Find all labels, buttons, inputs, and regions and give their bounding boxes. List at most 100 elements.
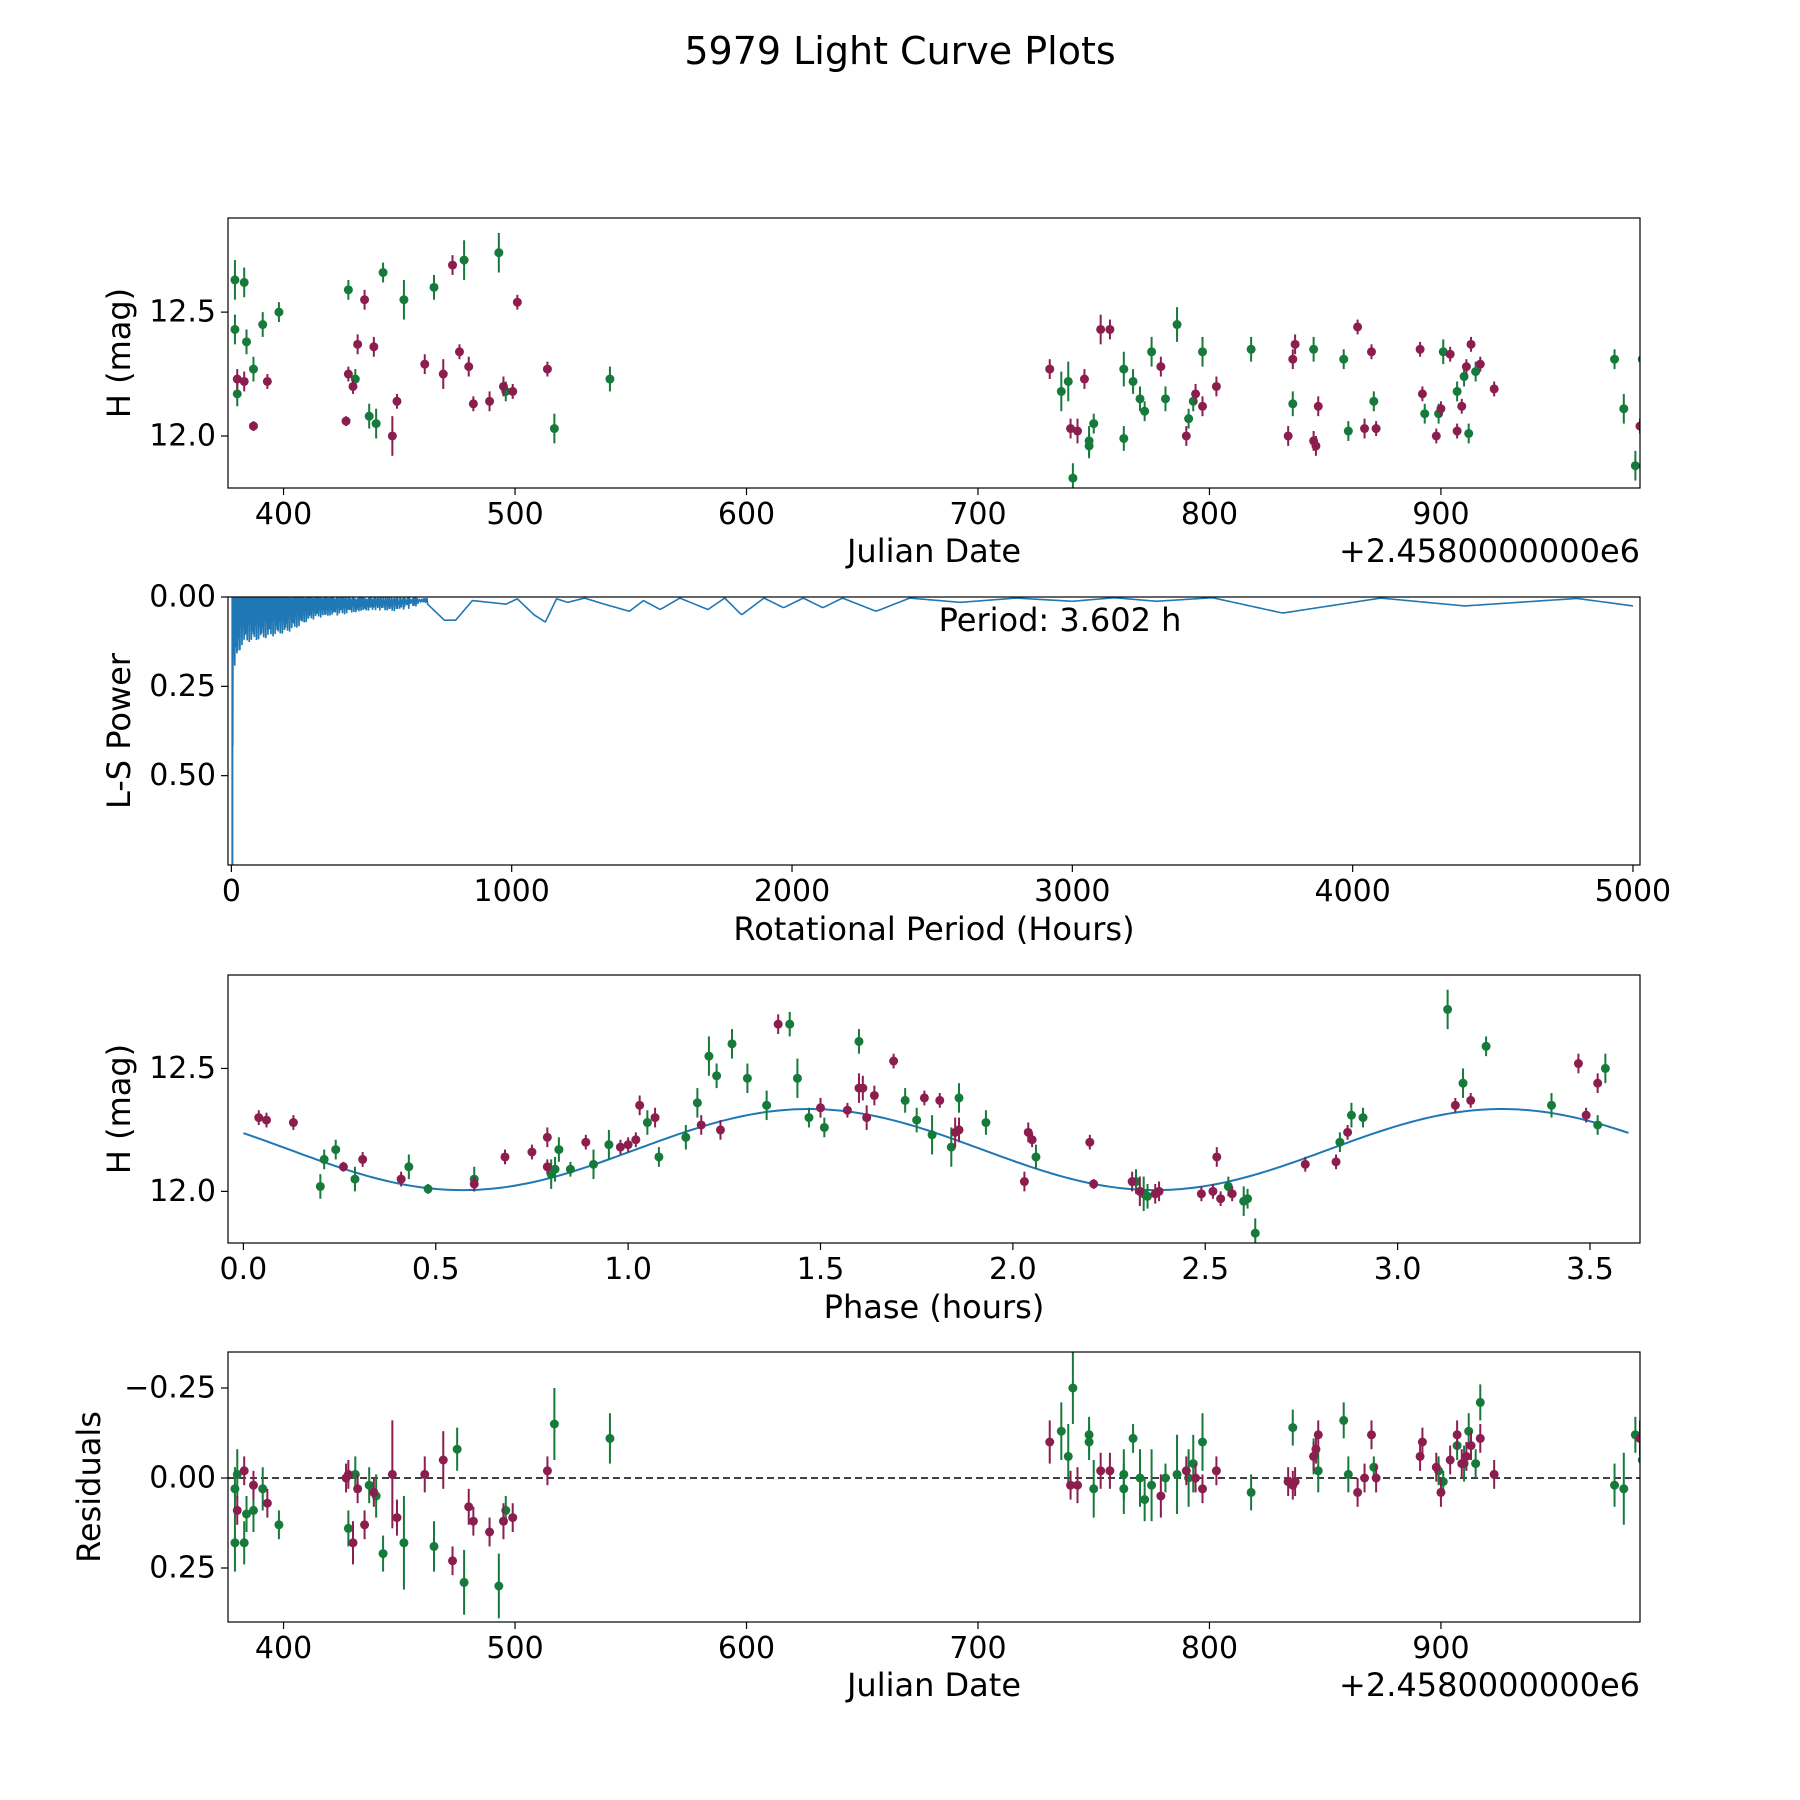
data-point (1089, 1179, 1099, 1189)
data-point (1288, 1423, 1298, 1433)
phased-ticks: 0.0 0.5 1.0 1.5 2.0 2.5 3.0 3.5 12.5 12.0 (149, 1051, 1614, 1287)
data-point (1353, 322, 1363, 332)
data-point (459, 1577, 469, 1587)
data-point (242, 1509, 252, 1519)
data-point (429, 282, 439, 292)
data-point (542, 364, 552, 374)
data-point (1339, 354, 1349, 364)
data-point (1311, 441, 1321, 451)
data-point (1283, 431, 1293, 441)
data-point (1154, 1186, 1164, 1196)
data-point (1160, 1473, 1170, 1483)
data-point (1635, 421, 1640, 431)
data-point (1459, 372, 1469, 382)
data-point (1593, 1078, 1603, 1088)
data-point (343, 1469, 353, 1479)
data-point (464, 1502, 474, 1512)
data-point (343, 1523, 353, 1533)
data-point (1063, 376, 1073, 386)
data-point (1431, 1462, 1441, 1472)
data-point (1452, 1430, 1462, 1440)
periodogram-plot-area (231, 597, 1634, 865)
data-point (399, 295, 409, 305)
lightcurve-y-axis-label: H (mag) (100, 288, 138, 418)
x-tick-label: 0 (222, 874, 241, 909)
data-point (1105, 324, 1115, 334)
x-tick-label: 0.5 (412, 1252, 460, 1287)
data-point (262, 1498, 272, 1508)
data-point (1436, 404, 1446, 414)
phased-y-axis-label: H (mag) (100, 1044, 138, 1174)
x-tick-label: 400 (255, 1631, 312, 1666)
data-point (392, 1513, 402, 1523)
data-point (1156, 1491, 1166, 1501)
data-point (1119, 1469, 1129, 1479)
x-tick-label: 1000 (474, 874, 550, 909)
data-point (1288, 399, 1298, 409)
data-point (654, 1152, 664, 1162)
data-point (239, 376, 249, 386)
data-point (935, 1095, 945, 1105)
data-point (1198, 401, 1208, 411)
data-point (1288, 354, 1298, 364)
data-point (448, 1556, 458, 1566)
data-point (1172, 320, 1182, 330)
y-tick-label: −0.25 (124, 1371, 216, 1406)
data-point (1654, 360, 1663, 369)
data-point (438, 369, 448, 379)
x-tick-label: 700 (949, 1631, 1006, 1666)
data-point (1335, 1137, 1345, 1147)
data-point (485, 1527, 495, 1537)
data-point (1457, 1459, 1467, 1469)
data-point (248, 421, 258, 431)
data-point (762, 1100, 772, 1110)
data-point (1198, 347, 1208, 357)
data-point (1128, 1433, 1138, 1443)
data-point (1119, 433, 1129, 443)
data-point (420, 1469, 430, 1479)
x-tick-label: 600 (718, 497, 775, 532)
data-point (1068, 473, 1078, 483)
lightcurve-ticks: 400 500 600 700 800 900 12.5 12.0 (149, 295, 1469, 532)
phased-panel: 0.0 0.5 1.0 1.5 2.0 2.5 3.0 3.5 12.5 12.0 Phase (… (100, 974, 1641, 1326)
x-tick-label: 700 (949, 497, 1006, 532)
data-point (623, 1140, 633, 1150)
data-point (565, 1164, 575, 1174)
data-point (1208, 1186, 1218, 1196)
data-point (1438, 347, 1448, 357)
data-point (742, 1073, 752, 1083)
x-tick-label: 900 (1412, 497, 1469, 532)
data-point (239, 277, 249, 287)
data-point (1135, 1186, 1145, 1196)
data-point (1147, 1480, 1157, 1490)
data-point (681, 1132, 691, 1142)
data-point (232, 1505, 242, 1515)
data-point (1056, 1426, 1066, 1436)
data-point (1211, 1466, 1221, 1476)
data-point (1147, 347, 1157, 357)
data-point (1343, 1469, 1353, 1479)
data-point (1084, 441, 1094, 451)
data-point (589, 1159, 599, 1169)
data-point (1212, 1152, 1222, 1162)
data-point (1637, 355, 1640, 364)
data-point (1343, 1127, 1353, 1137)
data-point (1415, 344, 1425, 354)
data-point (343, 369, 353, 379)
data-point (341, 416, 351, 426)
y-tick-label: 12.0 (149, 1174, 216, 1209)
data-point (230, 324, 240, 334)
data-point (248, 1480, 258, 1490)
data-point (343, 285, 353, 295)
x-tick-label: 600 (718, 1631, 775, 1666)
data-point (615, 1142, 625, 1152)
periodogram-axes-frame (227, 596, 1641, 866)
data-point (1450, 1100, 1460, 1110)
data-point (1464, 429, 1474, 439)
data-point (1227, 1189, 1237, 1199)
data-point (454, 347, 464, 357)
y-tick-label: 0.25 (149, 669, 216, 704)
data-point (232, 389, 242, 399)
lightcurve-offset-text: +2.4580000000e6 (1339, 532, 1640, 570)
data-point (274, 307, 284, 317)
